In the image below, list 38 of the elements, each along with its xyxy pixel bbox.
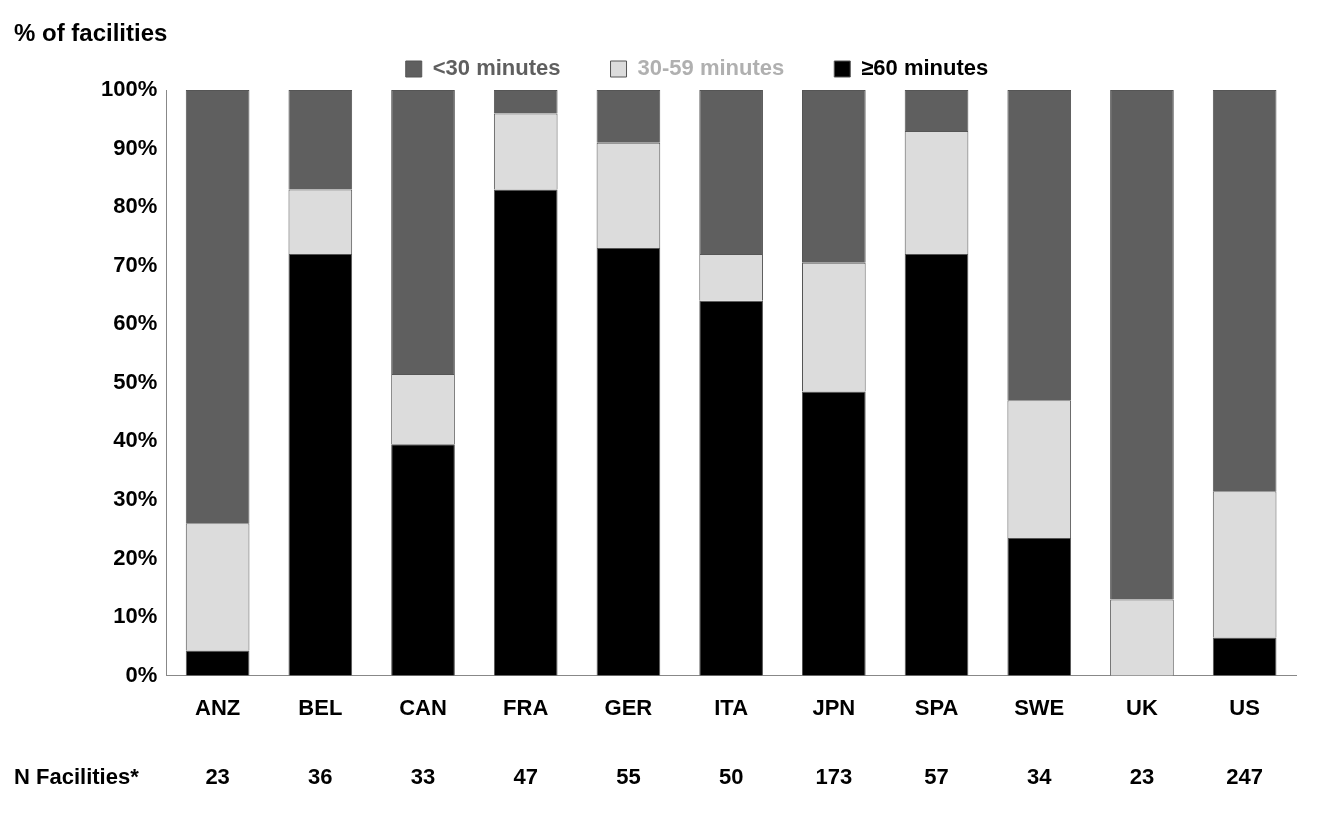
y-tick-label: 30% (113, 485, 158, 511)
x-tick-label: GER (604, 694, 653, 720)
y-tick-label: 60% (113, 310, 158, 336)
text: 247 (1226, 764, 1264, 790)
text: 33 (410, 764, 436, 790)
text: 23 (205, 764, 230, 790)
x-tick-label: UK (1126, 694, 1158, 720)
y-tick-label: 70% (113, 251, 158, 277)
text: 36 (308, 764, 333, 790)
text: 34 (1027, 764, 1053, 790)
y-tick-label: 40% (113, 427, 158, 453)
text: 23 (1129, 764, 1155, 790)
x-tick-label: JPN (812, 694, 856, 720)
text: 47 (513, 764, 538, 790)
x-tick-label: SWE (1014, 694, 1065, 720)
y-tick-label: 90% (113, 134, 158, 160)
legend-label: <30 minutes (432, 55, 561, 81)
x-tick-label: SPA (914, 694, 959, 720)
y-tick-label: 20% (113, 544, 158, 570)
y-tick-label: 100% (100, 76, 158, 102)
x-tick-label: ANZ (195, 694, 241, 720)
legend-label: ≥60 minutes (861, 55, 989, 81)
y-axis-title: % of facilities (14, 18, 168, 46)
y-tick-label: 10% (113, 603, 158, 629)
y-tick-label: 50% (113, 368, 158, 394)
text: 173 (815, 764, 853, 790)
legend-label: 30-59 minutes (637, 55, 785, 81)
x-tick-label: CAN (399, 694, 447, 720)
x-tick-label: BEL (298, 694, 343, 720)
text: 57 (924, 764, 949, 790)
x-tick-label: ITA (714, 694, 749, 720)
text: 55 (616, 764, 641, 790)
x-tick-label: US (1229, 694, 1260, 720)
x-tick-label: FRA (503, 694, 549, 720)
text: 50 (718, 764, 744, 790)
text: N Facilities* (14, 764, 140, 790)
y-tick-label: 0% (125, 661, 158, 687)
y-tick-label: 80% (113, 193, 158, 219)
